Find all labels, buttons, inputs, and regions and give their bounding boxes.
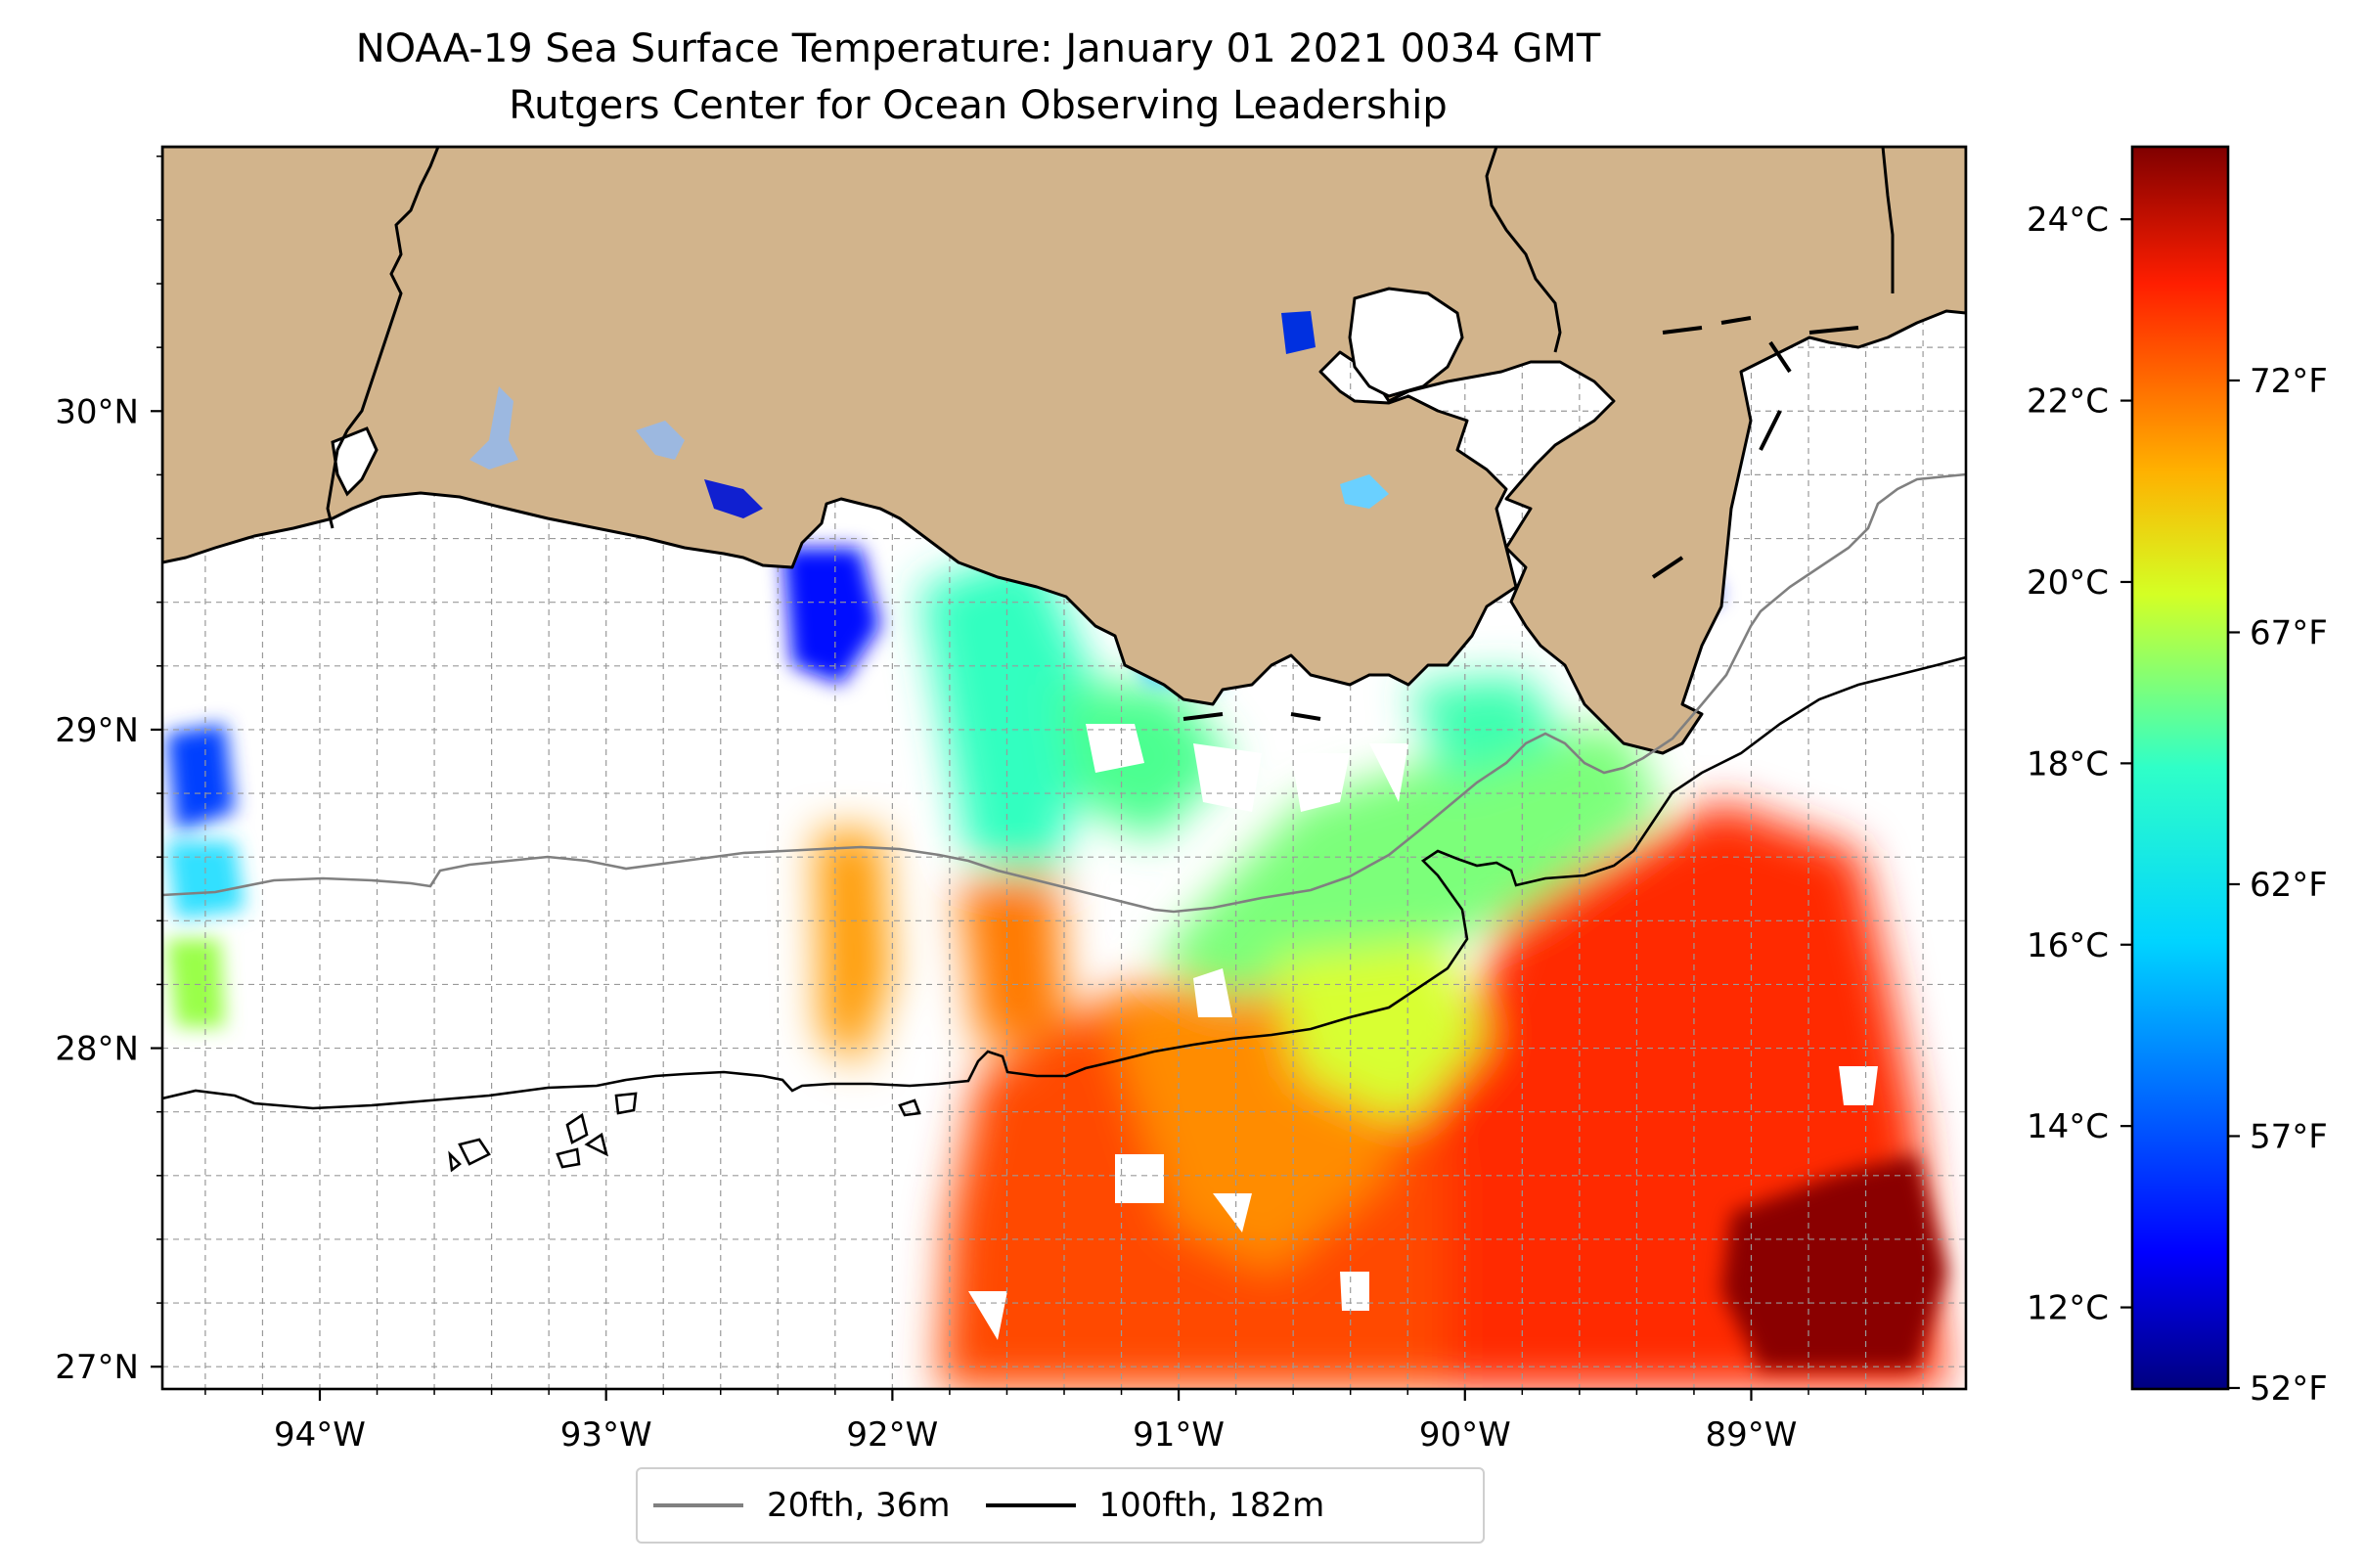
celsius-tick-label: 12°C (2027, 1289, 2109, 1328)
legend-swatch-20fth (653, 1503, 743, 1507)
fahrenheit-tick-label: 62°F (2250, 866, 2328, 905)
lat-tick-label: 28°N (55, 1030, 139, 1069)
colorbar-fahrenheit-axis: 52°F 57°F 62°F 67°F 72°F (2228, 362, 2328, 1409)
lat-tick-label: 30°N (55, 392, 139, 431)
isobath-20fth-line (162, 472, 1966, 914)
lon-tick-label: 92°W (846, 1415, 938, 1455)
title-line-1: NOAA-19 Sea Surface Temperature: January… (355, 26, 1601, 71)
fahrenheit-tick-label: 67°F (2250, 613, 2328, 652)
longitude-axis: 94°W 93°W 92°W 91°W 90°W 89°W (204, 1389, 1924, 1455)
lon-tick-label: 89°W (1706, 1415, 1798, 1455)
lon-tick-label: 93°W (560, 1415, 652, 1455)
legend-item-100fth: 100fth, 182m (985, 1486, 1325, 1525)
celsius-tick-label: 18°C (2027, 744, 2109, 784)
isobath-legend: 20fth, 36m 100fth, 182m (636, 1467, 1485, 1544)
lon-tick-label: 91°W (1133, 1415, 1225, 1455)
celsius-tick-label: 22°C (2027, 382, 2109, 422)
celsius-tick-label: 20°C (2027, 563, 2109, 603)
lat-tick-label: 27°N (55, 1348, 139, 1387)
fahrenheit-tick-label: 57°F (2250, 1117, 2328, 1156)
lon-tick-label: 90°W (1419, 1415, 1511, 1455)
lon-tick-label: 94°W (274, 1415, 366, 1455)
celsius-tick-label: 14°C (2027, 1107, 2109, 1146)
land-mass (162, 147, 1966, 755)
isobath-100fth-line (162, 655, 1966, 1173)
fahrenheit-tick-label: 52°F (2250, 1369, 2328, 1409)
colorbar-celsius-axis: 12°C 14°C 16°C 18°C 20°C 22°C 24°C (2027, 201, 2132, 1328)
celsius-tick-label: 24°C (2027, 201, 2109, 240)
fahrenheit-tick-label: 72°F (2250, 362, 2328, 401)
colorbar-gradient (2130, 145, 2230, 1391)
legend-swatch-100fth (985, 1503, 1076, 1507)
latitude-axis: 27°N 28°N 29°N 30°N (55, 156, 162, 1387)
celsius-tick-label: 16°C (2027, 926, 2109, 965)
legend-label-100fth: 100fth, 182m (1098, 1486, 1325, 1525)
lat-tick-label: 29°N (55, 711, 139, 750)
title-line-2: Rutgers Center for Ocean Observing Leade… (509, 83, 1448, 128)
legend-label-20fth: 20fth, 36m (767, 1486, 951, 1525)
legend-item-20fth: 20fth, 36m (653, 1486, 951, 1525)
